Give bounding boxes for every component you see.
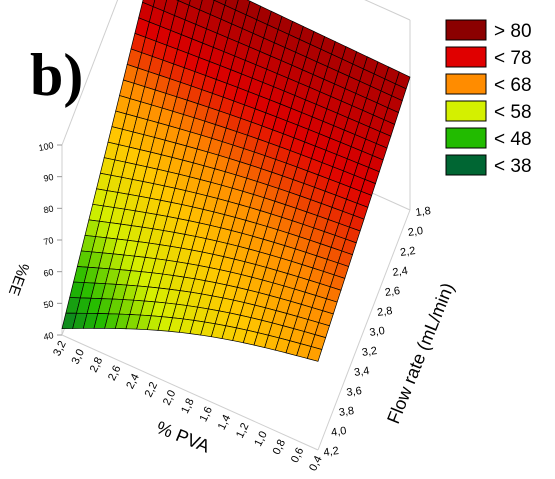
- y-axis-ticks: 1,8 2,0 2,2 2,4 2,6 2,8 3,0 3,2 3,4 3,6 3,8 4,0 4,2: [323, 205, 432, 459]
- y-tick-label: 4,2: [323, 445, 340, 459]
- z-tick-label: 40: [43, 330, 55, 342]
- legend: > 80 < 78 < 68 < 58 < 48 < 38: [445, 19, 532, 177]
- z-axis-ticks: 40 50 60 70 80 90 100: [38, 140, 62, 342]
- x-tick-label: 2,8: [88, 355, 105, 374]
- legend-swatch: [445, 46, 487, 68]
- x-tick-label: 0,8: [271, 438, 288, 457]
- x-tick-label: 0,6: [289, 446, 306, 465]
- panel-label: b): [30, 42, 83, 108]
- y-axis-title: Flow rate (mL/min): [383, 280, 458, 427]
- plot-box-front: [61, 209, 411, 451]
- y-tick-label: 3,4: [353, 365, 370, 379]
- x-tick-label: 1,2: [234, 421, 251, 440]
- x-tick-label: 1,0: [252, 429, 269, 448]
- z-axis-title: %EE: [5, 261, 32, 298]
- y-tick-label: 3,0: [369, 325, 386, 339]
- box-edge: [317, 209, 411, 451]
- x-tick-label: 3,0: [69, 347, 86, 366]
- legend-label: < 68: [494, 75, 532, 96]
- y-tick-label: 2,2: [399, 245, 416, 259]
- z-tick-label: 50: [43, 299, 55, 311]
- z-tick-label: 60: [43, 267, 55, 279]
- y-tick-label: 2,6: [384, 285, 401, 299]
- box-edge: [364, 0, 411, 21]
- y-tick-label: 3,8: [338, 405, 355, 419]
- y-tick-label: 2,8: [376, 305, 393, 319]
- legend-label: < 58: [494, 102, 532, 123]
- x-tick-label: 1,6: [197, 405, 214, 424]
- legend-label: > 80: [494, 21, 532, 42]
- surface-cell: [306, 346, 323, 362]
- x-tick-label: 0,4: [307, 454, 324, 473]
- z-tick-label: 80: [43, 204, 55, 216]
- y-tick-label: 4,0: [330, 425, 347, 439]
- legend-swatch: [445, 154, 487, 176]
- x-tick-label: 1,4: [216, 413, 233, 432]
- z-tick-label: 100: [38, 140, 55, 153]
- z-tick-label: 90: [43, 172, 55, 184]
- y-tick-label: 1,8: [415, 205, 432, 219]
- x-axis-ticks: 3,2 3,0 2,8 2,6 2,4 2,2 2,0 1,8 1,6 1,4 1,2 1,0 0,8 0…: [51, 339, 324, 473]
- x-tick-label: 2,0: [161, 388, 178, 407]
- legend-label: < 38: [494, 156, 532, 177]
- x-tick-label: 1,8: [179, 397, 196, 416]
- legend-swatch: [445, 100, 487, 122]
- x-tick-label: 3,2: [51, 339, 68, 358]
- legend-swatch: [445, 73, 487, 95]
- y-tick-label: 2,4: [392, 265, 409, 279]
- y-tick-label: 3,6: [346, 385, 363, 399]
- box-edge: [61, 0, 119, 146]
- z-tick-label: 70: [43, 235, 55, 247]
- y-tick-label: 3,2: [361, 345, 378, 359]
- x-tick-label: 2,4: [124, 372, 141, 391]
- box-edge: [61, 334, 319, 451]
- legend-swatch: [445, 127, 487, 149]
- response-surface: [61, 0, 411, 362]
- y-tick-label: 2,0: [407, 225, 424, 239]
- x-tick-label: 2,2: [143, 380, 160, 399]
- x-axis-title: % PVA: [154, 417, 213, 456]
- legend-label: < 78: [494, 48, 532, 69]
- x-tick-label: 2,6: [106, 364, 123, 383]
- legend-label: < 48: [494, 129, 532, 150]
- legend-swatch: [445, 19, 487, 41]
